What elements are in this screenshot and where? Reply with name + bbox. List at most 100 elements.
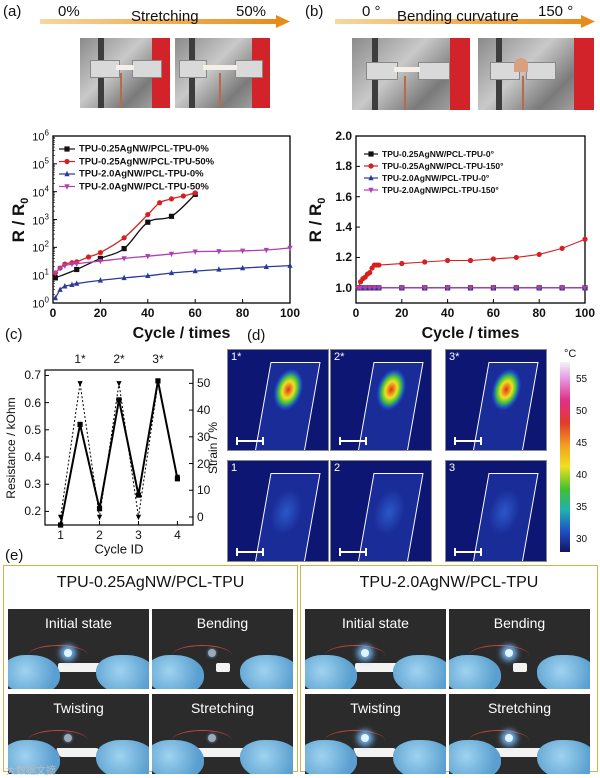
chart-a-point	[240, 248, 246, 255]
wire	[469, 645, 529, 666]
panel-e-label: (e)	[5, 547, 24, 564]
left-glove	[305, 740, 357, 774]
chart-a-legend-marker	[64, 146, 70, 152]
chart-b-point	[399, 285, 405, 292]
chart-a-point	[52, 270, 58, 277]
chart-c-resistance-point	[155, 378, 161, 384]
chart-a-point	[74, 261, 80, 267]
demo-caption: Twisting	[350, 700, 401, 716]
chart-b-xtick-label: 40	[440, 306, 455, 320]
thermal-colorbar: °C 55 50 45 40 35 30	[560, 348, 596, 558]
wire	[172, 730, 232, 751]
thermal-image: 3	[445, 460, 547, 562]
left-glove	[449, 655, 501, 689]
demo-caption: Stretching	[190, 700, 255, 716]
demo-photo: Bending	[152, 609, 293, 689]
panel-d-label: (d)	[247, 327, 266, 344]
stretch-start-label: 0%	[58, 3, 80, 20]
chart-b-point	[536, 251, 542, 258]
chart-a-legend-marker	[64, 158, 70, 165]
chart-b-legend-marker	[368, 163, 374, 169]
chart-c-strain-point	[96, 514, 103, 521]
chart-a-ylabel-sub: 0	[19, 197, 32, 204]
chart-a-xtick-label: 40	[141, 306, 155, 320]
chart-b-ytick-label: 1.2	[335, 250, 352, 265]
stretch-photo-50	[175, 38, 270, 108]
chart-a-point	[263, 247, 269, 254]
chart-a-point	[97, 249, 103, 256]
chart-b-ylabel: R / R0	[306, 197, 328, 242]
chart-b-point	[399, 260, 405, 267]
chart-a-xlabel: Cycle / times	[132, 325, 231, 342]
thermal-image: 1	[227, 460, 329, 562]
chart-b-ytick-label: 2.0	[335, 129, 352, 143]
stretch-photo-0	[80, 38, 170, 108]
chart-a-point	[287, 245, 293, 252]
bending-photo-0	[352, 38, 470, 110]
chart-b-xlabel: Cycle / times	[421, 325, 520, 342]
chart-c-peak-label: 1*	[74, 352, 86, 366]
led-light	[505, 649, 513, 657]
chart-b-point	[367, 285, 373, 292]
chart-a-xtick-label: 60	[188, 306, 202, 320]
chart-a-point	[57, 286, 63, 292]
chart-b-xtick-label: 80	[532, 306, 546, 320]
conductor-film	[58, 663, 100, 672]
chart-a-point	[216, 249, 222, 255]
chart-a-ytick-label: 100	[32, 296, 49, 311]
demo-right-box: TPU-2.0AgNW/PCL-TPU Initial state Bending…	[300, 565, 598, 774]
chart-a-point	[180, 193, 186, 199]
chart-a-point	[287, 262, 293, 268]
chart-c-resistance-point	[96, 506, 103, 512]
chart-a-point	[263, 263, 269, 269]
chart-b-point	[357, 285, 364, 292]
bending-end-label: 150 °	[538, 3, 574, 20]
demo-caption: Bending	[196, 615, 249, 631]
chart-a-ytick-base: 10	[32, 159, 45, 172]
chart-c-resistance-point	[77, 421, 83, 427]
demo-right-title: TPU-2.0AgNW/PCL-TPU	[359, 574, 539, 591]
chart-c-ytick-right-label: 50	[197, 376, 211, 391]
chart-a-point	[192, 267, 198, 274]
chart-c-xlabel: Cycle ID	[94, 541, 144, 557]
chart-a-ytick-label: 102	[32, 240, 49, 255]
bending-photo-150	[478, 38, 594, 110]
chart-b-legend-marker	[368, 174, 374, 181]
conductor-film	[355, 663, 397, 672]
chart-c-ytick-right-label: 20	[197, 456, 211, 471]
chart-b-point	[513, 285, 519, 292]
wire	[469, 730, 529, 751]
left-glove	[305, 655, 357, 689]
chart-c-ytick-left-label: 0.6	[24, 395, 41, 410]
chart-c-ytick-left-label: 0.2	[24, 504, 41, 519]
chart-c-frame	[44, 369, 194, 526]
chart-a-ytick-exp: 3	[44, 212, 49, 222]
chart-c-ytick-right-label: 10	[197, 483, 211, 498]
chart-a-point	[145, 272, 151, 278]
conductor-film	[194, 748, 252, 757]
chart-a-ylabel-main: R / R	[8, 203, 28, 242]
colorbar-tick-label: 55	[576, 374, 588, 385]
chart-c-strain-point	[116, 381, 122, 387]
chart-a-point	[97, 258, 103, 265]
chart-b-point	[467, 257, 474, 264]
chart-a-xtick-label: 20	[93, 306, 108, 320]
chart-a-point	[97, 255, 103, 262]
demo-photo: Stretching	[449, 694, 590, 774]
chart-a-legend-label: TPU-2.0AgNW/PCL-TPU-50%	[79, 181, 209, 192]
led-light	[505, 734, 513, 742]
chart-c-peak-label: 3*	[152, 352, 164, 366]
chart-b-legend-label: TPU-0.25AgNW/PCL-TPU-150°	[382, 161, 504, 171]
panel-c-label: (c)	[5, 326, 23, 343]
demo-caption: Stretching	[487, 700, 552, 716]
stretch-end-label: 50%	[236, 3, 267, 20]
thermal-image: 2	[330, 460, 432, 562]
right-glove	[393, 655, 446, 689]
chart-a-point	[121, 274, 127, 281]
chart-c-strain-point	[77, 381, 83, 387]
chart-a-point	[168, 213, 175, 219]
chart-b-point	[582, 236, 588, 242]
colorbar-tick-label: 30	[576, 534, 588, 545]
chart-c-xtick-label: 4	[174, 528, 181, 542]
chart-b-xtick-label: 0	[352, 306, 360, 320]
